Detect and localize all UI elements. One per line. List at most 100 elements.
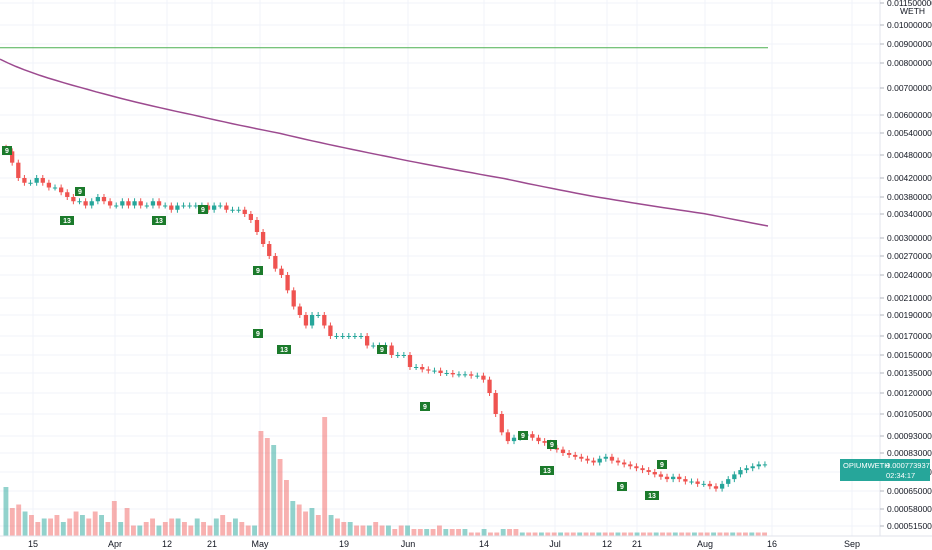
- volume-bar: [16, 504, 22, 536]
- td-tag-label: 13: [543, 468, 551, 475]
- volume-bar: [347, 522, 353, 536]
- candle-body: [358, 336, 364, 337]
- candle-body: [156, 201, 162, 206]
- x-tick-label: 12: [602, 539, 612, 549]
- volume-bar: [99, 515, 104, 536]
- candle-body: [303, 315, 309, 326]
- candle-body: [193, 205, 198, 207]
- x-tick-label: Apr: [108, 539, 122, 549]
- candle-body: [401, 355, 407, 356]
- volume-bar: [226, 522, 232, 536]
- candle-body: [114, 205, 119, 207]
- candle-body: [487, 379, 492, 393]
- last-price-badge: OPIUMWETH 0.0007739375 02:34:17: [840, 459, 932, 481]
- volume-bar: [660, 532, 665, 536]
- candle-body: [469, 374, 474, 376]
- td-tag-label: 9: [550, 442, 554, 449]
- volume-bar: [284, 480, 289, 536]
- volume-bar: [513, 529, 519, 536]
- candle-body: [450, 373, 455, 375]
- candle-body: [132, 201, 137, 206]
- td-tag-label: 9: [620, 484, 624, 491]
- candle-body: [640, 468, 645, 471]
- volume-bar: [156, 525, 162, 536]
- pair-label: OPIUMWETH: [843, 461, 890, 470]
- volume-bar: [354, 525, 359, 536]
- y-tick-label: 0.0005150000: [887, 521, 932, 531]
- candle-body: [646, 470, 651, 472]
- volume-bar: [564, 532, 570, 536]
- volume-bar: [723, 532, 729, 536]
- candle-body: [260, 232, 266, 244]
- volume-bar: [290, 501, 296, 536]
- price-axis[interactable]: 0.0115000000 0.0100000000 0.0090000000 0.00…: [880, 0, 932, 531]
- volume-bar: [92, 511, 98, 536]
- x-tick-label: Jul: [549, 539, 561, 549]
- candle-body: [40, 178, 45, 183]
- y-tick-label: 0.0010500000: [887, 409, 932, 419]
- candle-body: [52, 187, 58, 189]
- volume-bar: [22, 511, 28, 536]
- volume-bar: [468, 532, 474, 536]
- volume-bar: [749, 532, 755, 536]
- candle-body: [138, 201, 143, 206]
- candle-body: [530, 434, 535, 438]
- candle-body: [560, 449, 566, 453]
- y-tick-label: 0.0042000000: [887, 173, 932, 183]
- y-tick-label: 0.0009300000: [887, 431, 932, 441]
- x-tick-label: 16: [767, 539, 777, 549]
- volume-bar: [704, 532, 710, 536]
- td-tag: [420, 402, 430, 411]
- y-tick-label: 0.0090000000: [887, 39, 932, 49]
- candle-body: [334, 336, 339, 337]
- td-tag: [75, 187, 85, 196]
- td-tag-label: 9: [423, 404, 427, 411]
- x-tick-label: 14: [479, 539, 489, 549]
- volume-bar: [596, 532, 602, 536]
- volume-bar: [698, 532, 704, 536]
- x-tick-label: 19: [339, 539, 349, 549]
- candle-body: [144, 205, 149, 207]
- y-tick-label: 0.0005800000: [887, 504, 932, 514]
- volume-bar: [29, 515, 34, 536]
- volume-bar: [213, 518, 219, 536]
- volume-bar: [150, 518, 155, 536]
- td-tag: [60, 216, 74, 225]
- volume-bar: [111, 501, 117, 536]
- candle-body: [230, 209, 235, 211]
- x-tick-label: 21: [207, 539, 217, 549]
- volume-bar: [54, 515, 60, 536]
- y-tick-label: 0.0115000000: [887, 0, 932, 8]
- candle-body: [664, 476, 670, 480]
- candle-body: [499, 414, 504, 433]
- candle-body: [175, 205, 180, 210]
- x-tick-label: Aug: [697, 539, 713, 549]
- volume-bar: [711, 532, 716, 536]
- candle-body: [542, 441, 547, 443]
- td-tag-label: 13: [280, 347, 288, 354]
- time-axis[interactable]: 15 Apr 12 21 May 19 Jun 14 Jul 12 21 Aug 16 Sep: [28, 539, 860, 549]
- volume-bar: [48, 518, 53, 536]
- candle-body: [566, 453, 572, 455]
- candle-body: [462, 374, 468, 376]
- volume-bar: [86, 518, 92, 536]
- volume-bars: [3, 417, 767, 536]
- td-tag-label: 9: [521, 433, 525, 440]
- candle-body: [426, 369, 431, 371]
- volume-bar: [507, 529, 512, 536]
- volume-bar: [405, 525, 410, 536]
- candle-body: [236, 209, 241, 211]
- candle-body: [371, 345, 376, 347]
- td-tag: [518, 431, 528, 440]
- candle-body: [622, 462, 627, 465]
- volume-bar: [602, 532, 608, 536]
- last-price-value: 0.0007739375: [886, 461, 932, 470]
- volume-bar: [80, 515, 85, 536]
- volume-bar: [730, 532, 736, 536]
- candle-body: [579, 456, 584, 459]
- volume-bar: [666, 532, 672, 536]
- volume-bar: [411, 529, 417, 536]
- volume-bar: [296, 504, 302, 536]
- candle-body: [407, 355, 413, 367]
